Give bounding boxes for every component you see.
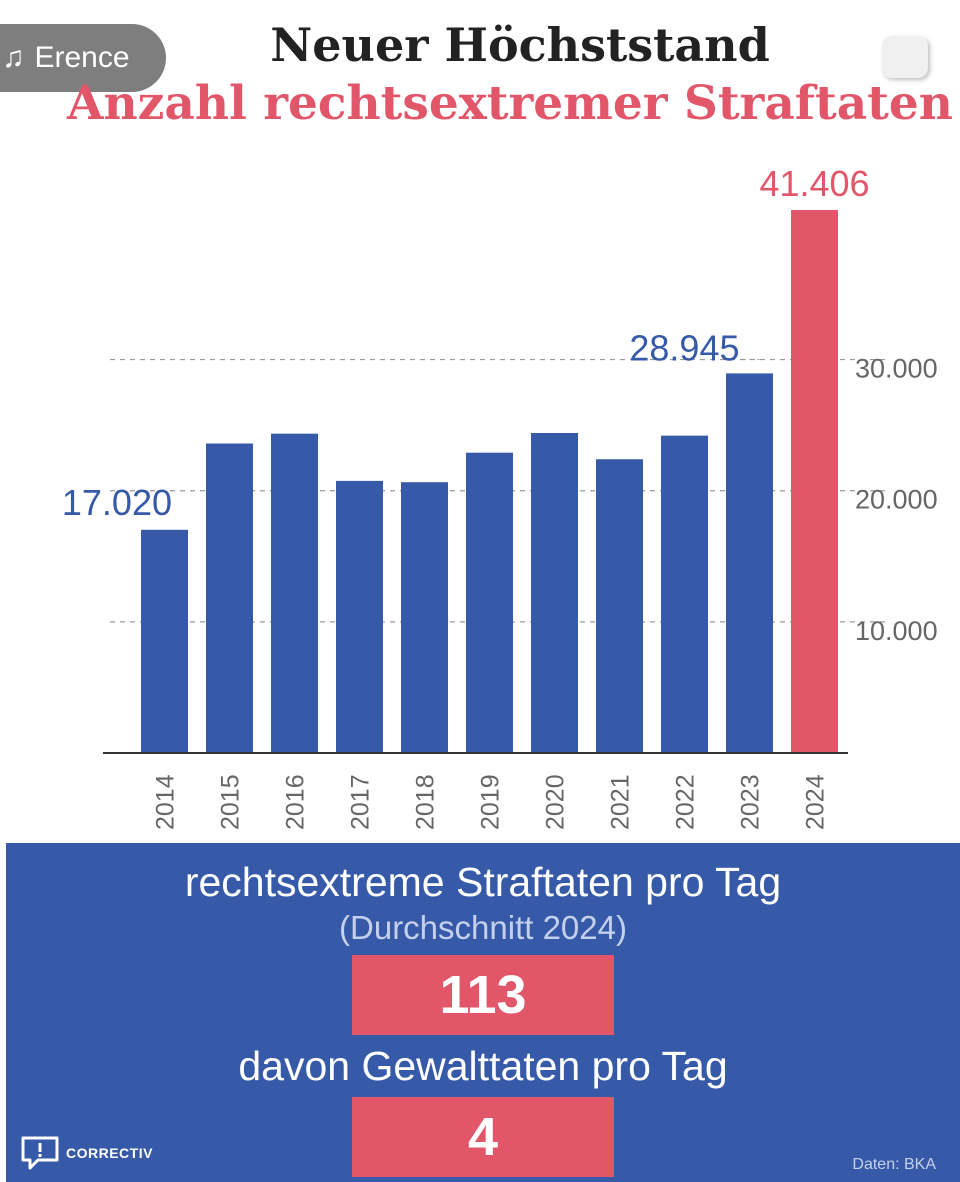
x-tick-label: 2020 (542, 774, 570, 830)
bar (661, 435, 708, 753)
logo-speech-icon (21, 1136, 59, 1170)
violent-per-day-value: 4 (352, 1097, 614, 1177)
data-label: 41.406 (759, 163, 869, 204)
bar (141, 529, 188, 753)
data-label: 28.945 (629, 327, 739, 368)
x-tick-label: 2022 (672, 774, 700, 830)
chart-subtitle: Anzahl rechtsextremer Straftaten (67, 76, 953, 131)
x-tick-label: 2021 (607, 774, 635, 830)
brand-name: CORRECTIV (66, 1145, 153, 1161)
audio-pill[interactable]: ♫ Erence (0, 24, 166, 92)
violent-per-day-label: davon Gewalttaten pro Tag (238, 1043, 728, 1089)
x-tick-label: 2017 (347, 774, 375, 830)
x-tick-label: 2019 (477, 774, 505, 830)
x-tick-label: 2016 (282, 774, 310, 830)
bar (726, 373, 773, 753)
bar (336, 480, 383, 753)
data-label: 17.020 (62, 482, 172, 523)
y-tick-label: 10.000 (855, 616, 938, 646)
correctiv-logo: CORRECTIV (20, 1135, 153, 1171)
x-tick-label: 2014 (152, 774, 180, 830)
per-day-label: rechtsextreme Straftaten pro Tag (184, 859, 782, 905)
bar (791, 210, 838, 753)
bar (466, 452, 513, 753)
y-tick-label: 20.000 (855, 485, 938, 515)
y-tick-label: 30.000 (855, 354, 938, 384)
audio-pill-label: Erence (34, 41, 130, 74)
bar (401, 482, 448, 753)
x-tick-label: 2018 (412, 774, 440, 830)
checkbox-icon[interactable] (882, 36, 928, 78)
bar (271, 433, 318, 753)
stats-panel: rechtsextreme Straftaten pro Tag (Durchs… (6, 843, 960, 1182)
bar (596, 459, 643, 753)
per-day-sublabel: (Durchschnitt 2024) (339, 909, 627, 946)
data-source: Daten: BKA (852, 1156, 936, 1173)
per-day-value: 113 (352, 955, 614, 1035)
x-tick-label: 2023 (737, 774, 765, 830)
bar (206, 443, 253, 753)
bar-chart: 10.000 20.000 30.000 2014 2015 2016 2017 2018 20… (62, 163, 938, 830)
x-tick-label: 2015 (217, 774, 245, 830)
chart-title: Neuer Höchststand (270, 18, 770, 72)
x-tick-label: 2024 (802, 774, 830, 830)
music-note-icon: ♫ (2, 41, 25, 74)
bar (531, 433, 578, 753)
